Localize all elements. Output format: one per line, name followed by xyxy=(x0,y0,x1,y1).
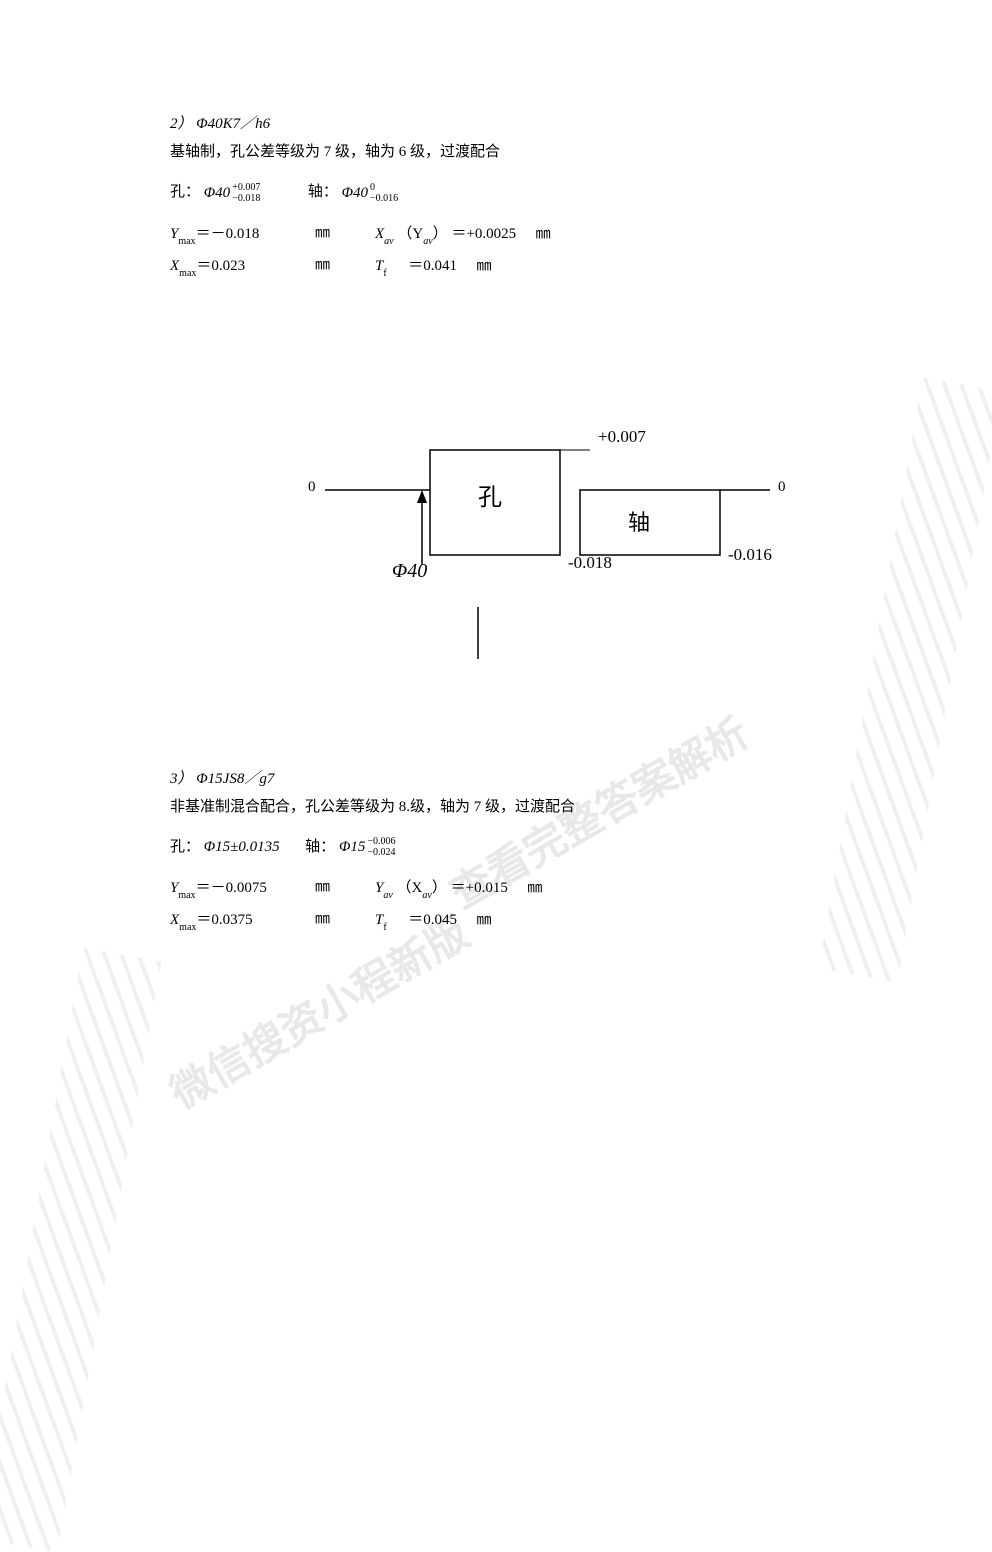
hole-lower-2: −0.018 xyxy=(232,193,260,204)
ymax-cell-2: Ymax＝－0.018 xyxy=(170,221,315,253)
unit-ymax-3: ㎜ xyxy=(315,875,375,907)
shaft-upper-3: −0.006 xyxy=(367,836,395,847)
shaft-label-3: 轴： xyxy=(305,839,335,855)
unit-tf-2: ㎜ xyxy=(476,258,491,274)
xmax-label-2: X xyxy=(170,258,179,274)
hole-tolerance-2: Φ40 +0.007 −0.018 xyxy=(204,179,261,207)
tf-cell-3: Tf ＝0.045 ㎜ xyxy=(375,907,912,939)
yav-val-3: ＝+0.015 xyxy=(451,880,508,896)
shaft-cjk-label: 轴 xyxy=(628,505,650,537)
hole-lower-val: -0.018 xyxy=(568,553,612,573)
calc-row-xmax-2: Xmax＝0.023 ㎜ Tf ＝0.041 ㎜ xyxy=(170,253,912,285)
xmax-cell-2: Xmax＝0.023 xyxy=(170,253,315,285)
hole-tol-values-2: +0.007 −0.018 xyxy=(232,182,260,204)
xmax-label-3: X xyxy=(170,912,179,928)
xav-cell-2: Xav （Yav） ＝+0.0025 ㎜ xyxy=(375,221,912,253)
unit-yav-3: ㎜ xyxy=(527,880,542,896)
unit-ymax-2: ㎜ xyxy=(315,221,375,253)
shaft-tol-values-3: −0.006 −0.024 xyxy=(367,836,395,858)
calc-row-ymax-3: Ymax＝－0.0075 ㎜ Yav （Xav） ＝+0.015 ㎜ xyxy=(170,875,912,907)
shaft-tolerance-3: Φ15 −0.006 −0.024 xyxy=(339,833,396,861)
hole-label-3: 孔： xyxy=(170,839,200,855)
zero-left-label: 0 xyxy=(308,479,316,496)
yav-paren-open-2: （Y xyxy=(397,226,423,242)
zero-right-label: 0 xyxy=(778,479,786,496)
ymax-val-2: ＝－0.018 xyxy=(196,226,260,242)
ymax-sub-3: max xyxy=(178,890,195,901)
yav-sub-2: av xyxy=(423,236,432,247)
xmax-sub-3: max xyxy=(179,922,196,933)
fit-designation-2: 2） Φ40K7／h6 xyxy=(170,116,270,132)
xmax-sub-2: max xyxy=(179,268,196,279)
shaft-upper-2: 0 xyxy=(370,182,375,193)
section-2: 2） Φ40K7／h6 基轴制，孔公差等级为 7 级，轴为 6 级，过渡配合 孔… xyxy=(170,110,912,285)
shaft-base-2: Φ40 xyxy=(342,179,368,207)
unit-tf-3: ㎜ xyxy=(476,912,491,928)
unit-xmax-2: ㎜ xyxy=(315,253,375,285)
xav-val-2: ＝+0.0025 xyxy=(451,226,516,242)
tf-cell-2: Tf ＝0.041 ㎜ xyxy=(375,253,912,285)
hole-cjk-label: 孔 xyxy=(478,477,502,512)
tf-sub-3: f xyxy=(383,922,386,933)
xav-paren-open-3: （X xyxy=(397,880,423,896)
hole-label: 孔： xyxy=(170,184,200,200)
top-tolerance-value: +0.007 xyxy=(598,427,646,447)
ymax-sub-2: max xyxy=(178,236,195,247)
hole-base-2: Φ40 xyxy=(204,179,230,207)
tf-sub-2: f xyxy=(383,268,386,279)
xmax-val-3: ＝0.0375 xyxy=(196,912,252,928)
shaft-label: 轴： xyxy=(308,184,338,200)
watermark-lines-2 xyxy=(0,948,161,1552)
unit-xmax-3: ㎜ xyxy=(315,907,375,939)
ymax-cell-3: Ymax＝－0.0075 xyxy=(170,875,315,907)
xmax-cell-3: Xmax＝0.0375 xyxy=(170,907,315,939)
section-3-hole-shaft: 孔： Φ15±0.0135 轴： Φ15 −0.006 −0.024 xyxy=(170,833,912,862)
xmax-val-2: ＝0.023 xyxy=(196,258,245,274)
arrow-head-icon xyxy=(417,490,427,503)
tf-val-2: ＝0.041 xyxy=(408,258,457,274)
yav-cell-3: Yav （Xav） ＝+0.015 ㎜ xyxy=(375,875,912,907)
phi-label: Φ40 xyxy=(392,560,427,583)
xav-label-2: X xyxy=(375,226,384,242)
calc-row-xmax-3: Xmax＝0.0375 ㎜ Tf ＝0.045 ㎜ xyxy=(170,907,912,939)
ymax-val-3: ＝－0.0075 xyxy=(196,880,267,896)
tolerance-diagram: 0 0 +0.007 孔 轴 Φ40 -0.018 -0.016 xyxy=(300,405,800,685)
shaft-tolerance-2: Φ40 0 −0.016 xyxy=(342,179,399,207)
section-2-hole-shaft: 孔： Φ40 +0.007 −0.018 轴： Φ40 0 −0.016 xyxy=(170,178,912,207)
fit-designation-3: 3） Φ15JS8／g7 xyxy=(170,771,274,787)
xav-sub-2: av xyxy=(384,236,393,247)
shaft-tol-values-2: 0 −0.016 xyxy=(370,182,398,204)
yav-paren-close-2: ） xyxy=(433,226,448,242)
unit-xav-2: ㎜ xyxy=(536,226,551,242)
xav-paren-close-3: ） xyxy=(432,880,447,896)
xav-sub-3: av xyxy=(422,890,431,901)
yav-sub-3: av xyxy=(383,890,392,901)
hole-base-3: Φ15±0.0135 xyxy=(204,839,280,855)
hole-upper-2: +0.007 xyxy=(232,182,260,193)
shaft-lower-2: −0.016 xyxy=(370,193,398,204)
section-2-header: 2） Φ40K7／h6 xyxy=(170,110,912,138)
tf-val-3: ＝0.045 xyxy=(408,912,457,928)
shaft-lower-3: −0.024 xyxy=(367,847,395,858)
section-3-description: 非基准制混合配合，孔公差等级为 8.级，轴为 7 级，过渡配合 xyxy=(170,793,912,821)
section-3-header: 3） Φ15JS8／g7 xyxy=(170,765,912,793)
shaft-base-3: Φ15 xyxy=(339,833,365,861)
diagram-svg xyxy=(300,405,800,685)
section-2-description: 基轴制，孔公差等级为 7 级，轴为 6 级，过渡配合 xyxy=(170,138,912,166)
calc-row-ymax-2: Ymax＝－0.018 ㎜ Xav （Yav） ＝+0.0025 ㎜ xyxy=(170,221,912,253)
section-3: 3） Φ15JS8／g7 非基准制混合配合，孔公差等级为 8.级，轴为 7 级，… xyxy=(170,765,912,940)
shaft-lower-val: -0.016 xyxy=(728,545,772,565)
